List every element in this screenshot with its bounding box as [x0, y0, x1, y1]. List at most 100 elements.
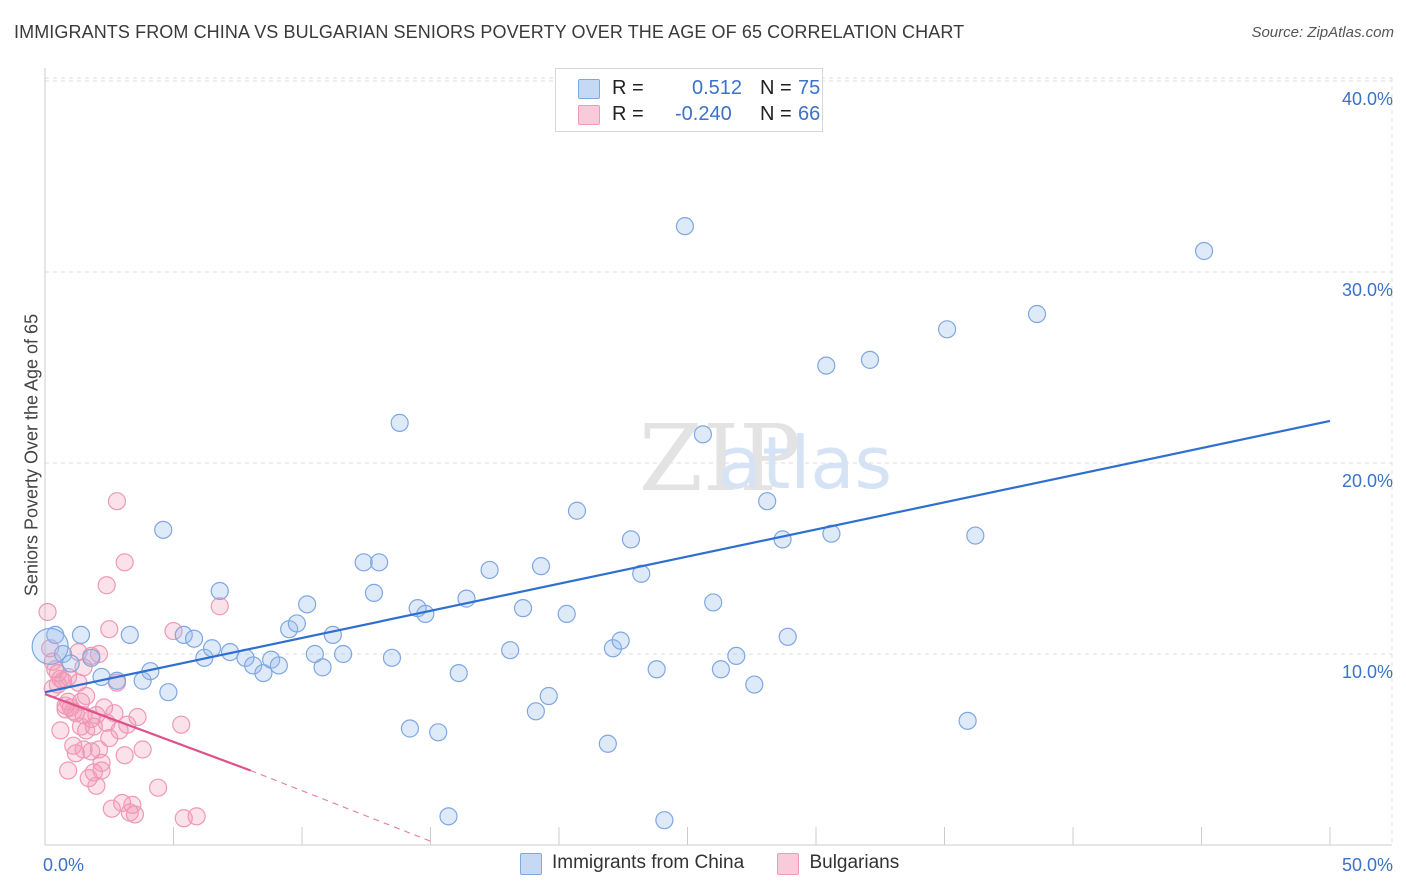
china-point	[501, 641, 520, 660]
china-point	[758, 492, 777, 511]
china-point	[313, 658, 332, 677]
bulgarians-point	[59, 667, 78, 687]
legend-r-value: 0.512	[692, 77, 743, 99]
legend-swatch-china	[520, 853, 542, 875]
watermark-zip: ZIP	[639, 405, 801, 512]
legend-label-china: Immigrants from China	[552, 852, 745, 873]
bulgarians-point	[92, 761, 111, 780]
china-point	[449, 663, 468, 683]
china-point	[937, 320, 957, 339]
china-point	[958, 711, 977, 730]
china-point	[120, 625, 139, 645]
bulgarians-point	[77, 686, 96, 706]
china-point	[513, 599, 533, 618]
bulgarians-point	[102, 799, 121, 818]
china-point	[539, 686, 558, 706]
bulgarians-point	[133, 740, 152, 759]
legend-r-label: R =	[612, 77, 644, 99]
bulgarians-point	[115, 746, 134, 765]
china-point	[531, 557, 551, 576]
china-point	[305, 644, 324, 664]
china-point	[711, 660, 731, 679]
china-point	[557, 604, 576, 623]
legend-swatch-bulgarians	[578, 105, 600, 125]
bulgarians-points	[38, 492, 229, 828]
china-point	[154, 520, 173, 539]
china-point	[334, 644, 353, 664]
y-tick-label: 30.0%	[1342, 280, 1393, 300]
bulgarians-point	[87, 776, 106, 795]
chart-title: IMMIGRANTS FROM CHINA VS BULGARIAN SENIO…	[14, 22, 965, 42]
china-point	[159, 683, 178, 702]
china-point	[611, 631, 630, 650]
tick-labels: 10.0% 20.0% 30.0% 40.0% 0.0% 50.0%	[43, 89, 1393, 875]
bulgarians-point	[187, 807, 206, 826]
china-point	[727, 646, 746, 666]
bulgarians-point	[59, 761, 78, 780]
china-point	[429, 723, 448, 742]
legend-r-value: -0.240	[675, 103, 732, 125]
legend-item-bulgarians[interactable]: Bulgarians	[777, 852, 900, 875]
bulgarians-point	[100, 728, 119, 748]
legend-n-label: N =	[760, 77, 792, 99]
china-point	[354, 553, 373, 572]
china-point	[526, 702, 545, 721]
china-point	[202, 639, 222, 658]
china-point	[364, 583, 384, 602]
bulgarians-point	[51, 721, 70, 740]
legend-label-bulgarians: Bulgarians	[809, 852, 900, 873]
china-point	[778, 627, 797, 646]
legend-item-china[interactable]: Immigrants from China	[520, 852, 745, 875]
china-point	[817, 356, 836, 375]
china-point	[704, 593, 723, 612]
bulgarians-trend-line	[44, 693, 251, 772]
china-point	[745, 675, 764, 694]
legend-n-value: 66	[798, 103, 821, 125]
china-point	[184, 629, 204, 648]
china-point	[323, 625, 342, 645]
china-point	[439, 807, 458, 826]
legend-swatch-china	[578, 79, 600, 99]
bulgarians-point	[148, 778, 168, 797]
china-point	[966, 526, 985, 545]
china-point	[603, 639, 623, 658]
bulgarians-point	[128, 707, 147, 727]
china-point	[71, 625, 91, 645]
correlation-legend: R = 0.512 N = 75 R = -0.240 N = 66	[555, 68, 823, 132]
china-point	[567, 501, 587, 520]
china-point	[287, 614, 306, 633]
bulgarians-point	[92, 753, 111, 772]
bulgarians-point	[115, 553, 134, 572]
watermark-atlas: atlas	[718, 421, 892, 505]
axes	[44, 68, 1392, 846]
bulgarians-trend-extension	[250, 769, 431, 842]
china-point	[693, 425, 713, 444]
china-point	[92, 667, 111, 687]
china-point	[382, 648, 402, 667]
china-point	[370, 553, 389, 572]
china-point	[400, 719, 420, 738]
china-point	[1027, 304, 1047, 324]
china-point	[390, 413, 409, 432]
china-point	[61, 654, 80, 673]
y-tick-label: 20.0%	[1342, 471, 1393, 491]
bulgarians-point	[107, 492, 127, 511]
bulgarians-point	[125, 805, 145, 824]
bulgarians-point	[172, 715, 191, 734]
china-point	[82, 648, 101, 667]
bulgarians-point	[164, 621, 183, 641]
china-trend-line	[44, 419, 1331, 694]
x-tick-label: 50.0%	[1342, 855, 1393, 875]
china-point	[773, 530, 792, 549]
china-point	[647, 660, 666, 679]
china-point	[1194, 241, 1214, 261]
china-point	[675, 217, 695, 236]
legend-r-label: R =	[612, 103, 644, 125]
china-point	[621, 530, 641, 549]
series-legend: Immigrants from China Bulgarians	[520, 852, 927, 876]
legend-n-label: N =	[760, 103, 792, 125]
y-tick-label: 40.0%	[1342, 89, 1393, 109]
trend-lines	[44, 419, 1331, 842]
china-point	[269, 656, 288, 675]
